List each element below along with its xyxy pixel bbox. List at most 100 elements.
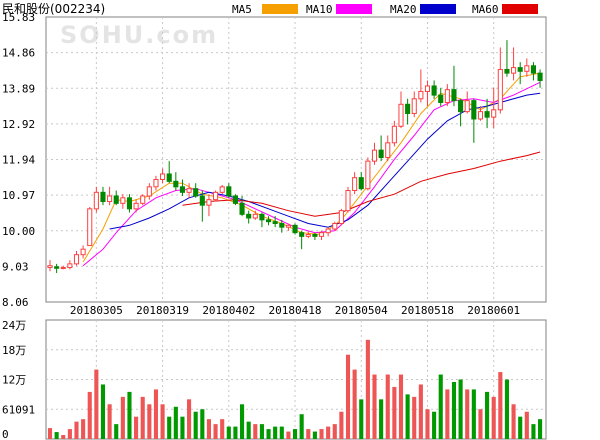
volume-bar <box>200 409 205 439</box>
legend-swatch <box>502 4 538 14</box>
candle-body <box>471 100 477 120</box>
candle-body <box>338 210 344 225</box>
price-tick-label: 8.06 <box>2 296 29 309</box>
volume-bars <box>47 339 543 439</box>
candle-body <box>325 228 331 234</box>
volume-bar <box>418 384 423 439</box>
candle-body <box>305 234 311 237</box>
candle-body <box>153 178 159 188</box>
volume-tick-label: 0 <box>2 428 9 440</box>
volume-bar <box>114 424 119 439</box>
candle-body <box>345 189 351 212</box>
candle-body <box>358 177 364 190</box>
volume-bar <box>339 411 344 439</box>
candle-body <box>73 254 80 265</box>
candle-body <box>126 197 133 210</box>
legend-swatch <box>336 4 372 14</box>
volume-bar <box>173 406 178 439</box>
volume-bar <box>292 429 298 439</box>
candle-body <box>451 89 457 102</box>
price-tick-label: 12.92 <box>2 118 35 131</box>
legend-label: MA10 <box>306 3 333 16</box>
volume-bar <box>299 414 304 439</box>
price-tick-label: 11.94 <box>2 154 35 167</box>
candle-body <box>67 263 73 269</box>
candle-body <box>219 186 225 193</box>
legend-swatch <box>420 4 456 14</box>
candle-body <box>371 149 378 162</box>
candle-body <box>458 100 464 113</box>
candle-body <box>272 221 278 225</box>
volume-bar <box>246 421 251 439</box>
candle-body <box>140 195 146 204</box>
candle-body <box>299 232 305 237</box>
volume-bar <box>306 429 311 439</box>
volume-bar <box>504 379 510 439</box>
candle-body <box>246 213 252 219</box>
price-tick-label: 9.03 <box>2 260 29 273</box>
volume-bar <box>74 421 79 439</box>
candle-body <box>285 224 291 228</box>
volume-bar <box>206 419 211 439</box>
candle-body <box>312 234 318 237</box>
candle-body <box>166 173 172 182</box>
volume-bar <box>54 432 59 439</box>
price-tick-label: 15.83 <box>2 11 35 24</box>
candle-body <box>87 208 93 247</box>
volume-bar <box>259 424 264 439</box>
volume-bar <box>180 416 185 439</box>
candle-body <box>524 65 530 72</box>
candle-body <box>80 248 86 256</box>
volume-bar <box>286 431 291 439</box>
date-tick-label: 20180319 <box>136 304 189 317</box>
volume-bar <box>352 369 357 439</box>
volume-bar <box>147 404 152 439</box>
volume-tick-label: 61091 <box>2 403 35 416</box>
candle-body <box>226 186 232 197</box>
candle-body <box>113 195 119 204</box>
volume-bar <box>518 416 523 439</box>
candle-body <box>107 195 113 202</box>
volume-bar <box>312 431 317 439</box>
date-axis: 20180305 20180319 20180402 20180418 20180504… <box>70 304 520 317</box>
candle-body <box>232 195 238 204</box>
volume-bar <box>445 389 450 439</box>
volume-bar <box>458 379 463 439</box>
candle-body <box>146 186 152 197</box>
volume-bar <box>233 426 238 439</box>
volume-bar <box>451 381 457 439</box>
volume-bar <box>273 426 278 439</box>
volume-bar <box>332 424 337 439</box>
volume-bar <box>465 389 470 439</box>
candle-body <box>405 103 411 114</box>
volume-bar <box>398 374 404 439</box>
volume-bar <box>160 404 165 439</box>
volume-bar <box>87 391 92 439</box>
volume-bar <box>359 399 364 439</box>
candle-body <box>100 191 106 202</box>
candle-body <box>186 188 192 193</box>
candle-body <box>378 149 384 158</box>
volume-bar <box>213 424 218 439</box>
candle-body <box>252 213 258 219</box>
price-tick-label: 13.89 <box>2 82 35 95</box>
candle-body <box>199 195 205 206</box>
candle-body <box>265 219 272 223</box>
volume-bar <box>100 384 106 439</box>
candle-body <box>47 265 53 269</box>
price-gridlines <box>46 17 546 302</box>
candle-body <box>54 266 60 269</box>
volume-bar <box>193 411 198 439</box>
volume-bar <box>345 354 351 439</box>
candle-body <box>411 98 417 114</box>
volume-bar <box>279 426 284 439</box>
price-tick-label: 10.97 <box>2 189 35 202</box>
candle-body <box>332 223 338 230</box>
volume-bar <box>511 404 516 439</box>
candle-body <box>497 68 503 111</box>
candle-body <box>213 191 219 201</box>
candle-body <box>484 111 490 118</box>
volume-bar <box>127 391 132 439</box>
volume-bar <box>438 374 443 439</box>
candle-body <box>517 67 523 72</box>
